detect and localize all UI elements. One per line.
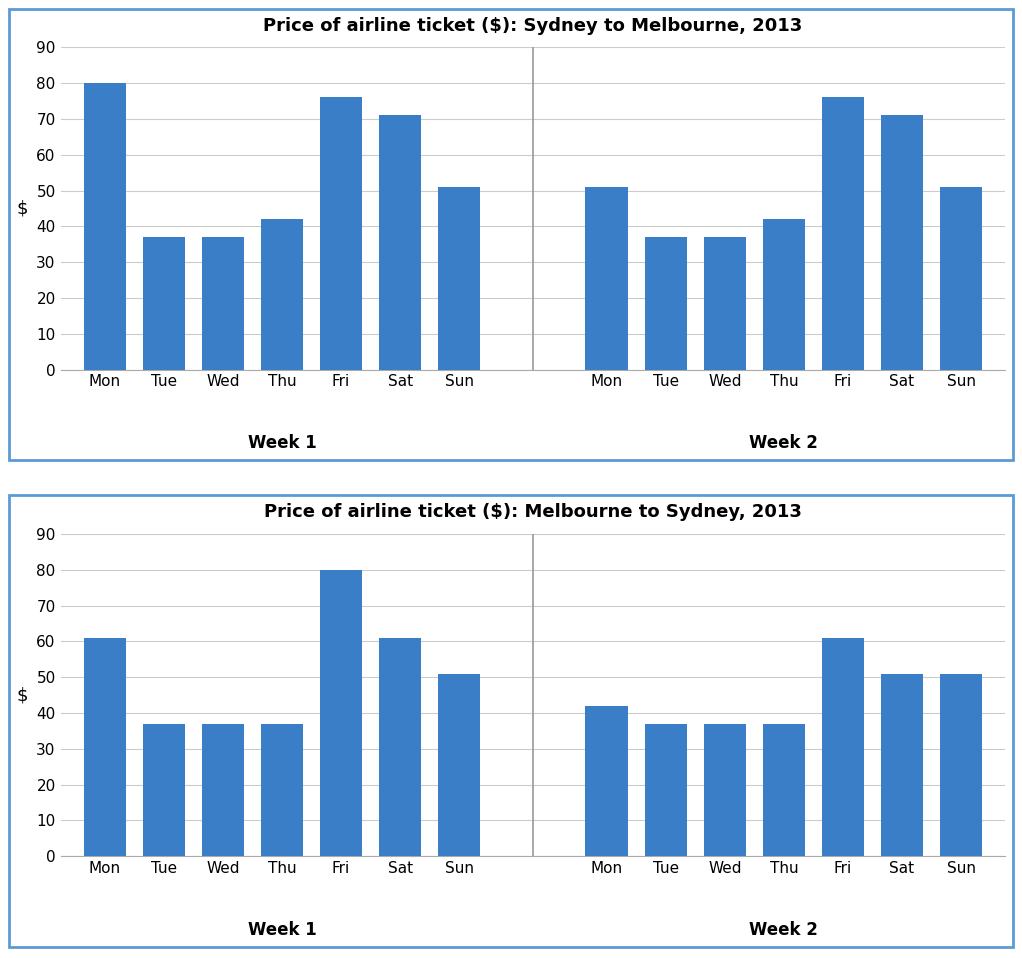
Bar xyxy=(586,706,628,856)
Bar xyxy=(84,83,126,370)
Title: Price of airline ticket ($): Melbourne to Sydney, 2013: Price of airline ticket ($): Melbourne t… xyxy=(264,503,802,521)
Bar xyxy=(320,570,362,856)
Bar xyxy=(84,638,126,856)
Bar xyxy=(261,219,304,370)
Text: Week 1: Week 1 xyxy=(247,434,317,452)
Title: Price of airline ticket ($): Sydney to Melbourne, 2013: Price of airline ticket ($): Sydney to M… xyxy=(264,16,802,34)
Bar xyxy=(201,724,244,856)
Bar xyxy=(261,724,304,856)
Bar xyxy=(703,724,746,856)
Bar xyxy=(437,187,480,370)
Bar xyxy=(586,187,628,370)
Y-axis label: $: $ xyxy=(16,199,29,217)
Y-axis label: $: $ xyxy=(16,686,29,704)
Bar xyxy=(703,238,746,370)
Bar xyxy=(822,98,865,370)
Bar xyxy=(645,724,687,856)
Bar xyxy=(881,673,923,856)
Bar xyxy=(762,219,805,370)
Bar xyxy=(320,98,362,370)
Bar xyxy=(645,238,687,370)
Bar xyxy=(940,187,982,370)
Text: Week 2: Week 2 xyxy=(749,434,819,452)
Bar xyxy=(762,724,805,856)
Bar xyxy=(881,115,923,370)
Bar xyxy=(143,238,185,370)
Bar xyxy=(822,638,865,856)
Text: Week 2: Week 2 xyxy=(749,921,819,939)
Bar xyxy=(379,115,421,370)
Bar xyxy=(379,638,421,856)
Bar xyxy=(437,673,480,856)
Bar xyxy=(143,724,185,856)
Bar xyxy=(940,673,982,856)
Bar xyxy=(201,238,244,370)
Text: Week 1: Week 1 xyxy=(247,921,317,939)
